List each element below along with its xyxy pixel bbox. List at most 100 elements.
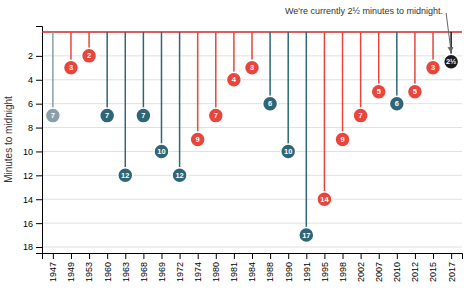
dot [118, 168, 133, 183]
x-tick: 1953 [84, 253, 94, 282]
data-label: 4 [232, 75, 237, 84]
y-tick-label: 18 [23, 242, 33, 252]
y-tick: 6 [28, 99, 42, 109]
data-label: 9 [196, 135, 200, 144]
x-tick-label: 2012 [410, 262, 420, 282]
x-tick-label: 1963 [121, 262, 131, 282]
data-label: 7 [359, 111, 363, 120]
x-axis-line [43, 254, 463, 260]
stem [143, 32, 145, 116]
stem [342, 32, 344, 140]
x-tick-mark [180, 253, 181, 259]
x-tick-label: 1990 [284, 262, 294, 282]
y-tick: 4 [28, 75, 42, 85]
y-tick: 8 [28, 123, 42, 133]
x-tick: 1974 [193, 253, 203, 282]
data-label: 7 [105, 111, 109, 120]
data-label: 5 [413, 87, 417, 96]
x-tick-mark [71, 253, 72, 259]
x-tick-label: 1949 [66, 262, 76, 282]
x-tick: 1960 [103, 253, 113, 282]
x-tick: 1972 [175, 253, 185, 282]
x-tick-mark [270, 253, 271, 259]
annotation: We're currently 2½ minutes to midnight. [285, 6, 451, 52]
y-tick: 10 [23, 147, 42, 157]
plot: 2 4 6 8 10 12 14 16 18 1947 1949 1953 1960 1963 1968 19… [3, 6, 463, 282]
dot [226, 72, 241, 87]
data-label: 9 [340, 135, 344, 144]
dot [371, 84, 386, 99]
dot [100, 108, 115, 123]
data-label: 6 [268, 99, 272, 108]
grid-line [42, 175, 462, 176]
data-label: 7 [214, 111, 218, 120]
y-tick-label: 16 [23, 219, 33, 229]
y-axis-title: Minutes to midnight [3, 96, 14, 183]
data-label: 2 [87, 51, 91, 60]
dot [82, 48, 97, 63]
dot [407, 84, 422, 99]
x-tick-mark [216, 253, 217, 259]
y-tick-label: 10 [23, 147, 33, 157]
y-tick: 14 [23, 195, 42, 205]
x-tick: 1998 [338, 253, 348, 282]
data-label: 2½ [446, 57, 456, 66]
x-tick-label: 1991 [302, 262, 312, 282]
data-label: 6 [395, 99, 399, 108]
x-tick-label: 1960 [103, 262, 113, 282]
y-tick-label: 2 [28, 51, 33, 61]
dot [63, 60, 78, 75]
x-tick: 1991 [302, 253, 312, 282]
annotation-text: We're currently 2½ minutes to midnight. [285, 6, 443, 16]
x-tick-mark [379, 253, 380, 259]
data-label: 14 [320, 195, 329, 204]
x-tick-label: 1998 [338, 262, 348, 282]
x-tick-label: 2002 [356, 262, 366, 282]
x-tick: 1984 [247, 253, 257, 282]
x-tick-label: 2010 [392, 262, 402, 282]
dot [335, 132, 350, 147]
x-tick-mark [161, 253, 162, 259]
stem [306, 32, 308, 235]
stem [360, 32, 362, 116]
y-tick-mark [36, 199, 42, 200]
y-tick-mark [36, 175, 42, 176]
data-labels: 73271271012974361017149756532½ [51, 51, 457, 239]
x-tick: 1980 [211, 253, 221, 282]
y-tick-mark [36, 151, 42, 152]
x-tick-mark [89, 253, 90, 259]
x-tick: 2017 [447, 253, 457, 282]
chart: 2 4 6 8 10 12 14 16 18 1947 1949 1953 1960 1963 1968 19… [0, 0, 474, 293]
y-tick-mark [36, 247, 42, 248]
x-tick-label: 1988 [265, 262, 275, 282]
dot [245, 60, 260, 75]
x-tick-mark [234, 253, 235, 259]
x-tick-label: 1947 [48, 262, 58, 282]
y-axis: 24681012141618 [23, 27, 43, 254]
grid-line [42, 127, 462, 128]
data-label: 12 [121, 171, 129, 180]
x-tick: 1969 [157, 253, 167, 282]
dot [444, 54, 459, 69]
x-tick: 1990 [284, 253, 294, 282]
x-tick-label: 1972 [175, 262, 185, 282]
x-tick-label: 1995 [320, 262, 330, 282]
grid-line [42, 223, 462, 224]
data-label: 10 [284, 147, 292, 156]
x-tick: 1981 [229, 253, 239, 282]
dot [281, 144, 296, 159]
x-tick-label: 1981 [229, 262, 239, 282]
y-tick-mark [36, 128, 42, 129]
stem [215, 32, 217, 116]
x-tick-mark [125, 253, 126, 259]
x-tick-label: 1984 [247, 262, 257, 282]
data-label: 12 [175, 171, 183, 180]
dot [190, 132, 205, 147]
x-tick-mark [198, 253, 199, 259]
x-tick-mark [451, 253, 452, 259]
x-tick: 1968 [139, 253, 149, 282]
data-label: 5 [377, 87, 381, 96]
grid-line [42, 247, 462, 248]
dot [299, 228, 314, 243]
x-tick-mark [415, 253, 416, 259]
